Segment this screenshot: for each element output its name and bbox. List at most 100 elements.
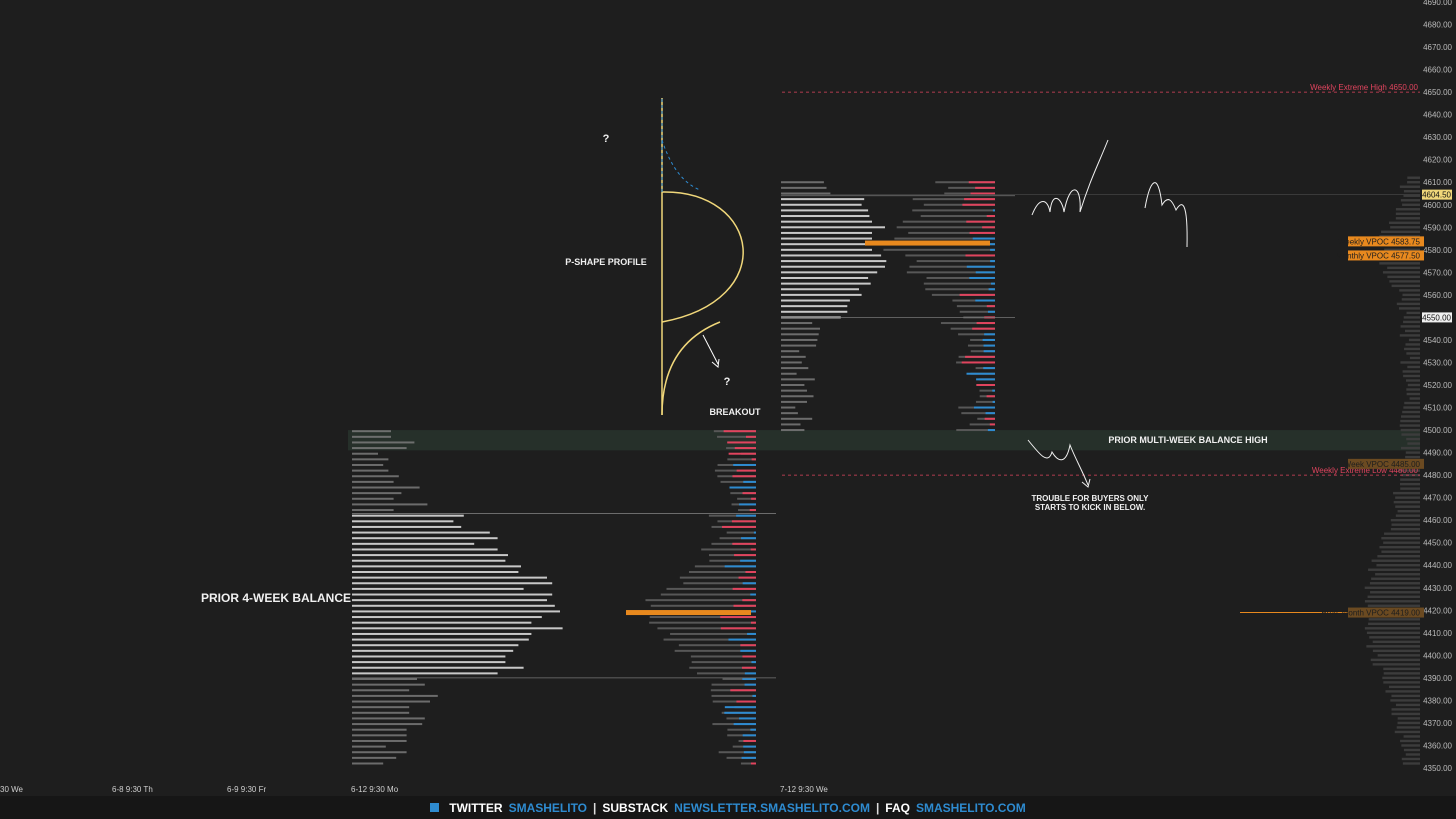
composite-volume-bar <box>1368 618 1420 621</box>
composite-volume-bar <box>1372 663 1420 666</box>
composite-volume-bar <box>1375 573 1420 576</box>
tpo-letter-row <box>352 689 410 692</box>
composite-volume-bar <box>1366 631 1420 635</box>
tpo-letter-row <box>352 486 420 489</box>
y-tick-label: 4350.00 <box>1423 764 1452 773</box>
tpo-letter-row <box>352 593 553 596</box>
y-tick-label: 4660.00 <box>1423 66 1452 75</box>
profile-buy-bar <box>741 756 756 759</box>
profile-volume-bar <box>912 198 995 201</box>
profile-volume-bar <box>909 265 995 268</box>
tpo-letter-row <box>352 739 407 742</box>
tpo-letter-row <box>352 616 542 619</box>
composite-volume-bar <box>1391 284 1420 288</box>
composite-volume-bar <box>1391 712 1420 716</box>
profile-buy-bar <box>743 751 756 754</box>
composite-volume-bar <box>1364 627 1420 630</box>
composite-volume-bar <box>1387 266 1420 270</box>
tpo-letter-row <box>352 475 399 478</box>
faq-link[interactable]: SMASHELITO.COM <box>915 800 1026 815</box>
tpo-letter-row <box>352 728 407 731</box>
composite-volume-bar <box>1384 248 1420 252</box>
level-label: Weekly Extreme Low 4480.00 <box>1312 466 1419 475</box>
tpo-letter-row <box>352 621 532 624</box>
tpo-letter-row <box>781 231 872 234</box>
y-tick-label: 4610.00 <box>1423 178 1452 187</box>
profile-buy-bar <box>740 559 756 562</box>
tpo-letter-row <box>352 531 490 534</box>
composite-volume-bar <box>1383 681 1420 684</box>
tpo-letter-row <box>352 537 498 540</box>
profile-buy-bar <box>740 649 756 652</box>
profile-volume-bar <box>722 678 756 681</box>
profile-buy-bar <box>743 480 756 483</box>
profile-sell-bar <box>962 203 995 206</box>
tpo-letter-row <box>781 338 818 341</box>
composite-volume-bar <box>1405 455 1420 459</box>
tpo-letter-row <box>352 762 384 765</box>
profile-sell-bar <box>733 604 756 607</box>
composite-volume-bar <box>1404 401 1420 405</box>
y-tick-label: 4560.00 <box>1423 291 1452 300</box>
composite-volume-bar <box>1396 726 1420 729</box>
twitter-icon <box>430 803 440 812</box>
profile-volume-bar <box>727 458 756 461</box>
composite-volume-bar <box>1391 708 1420 711</box>
composite-volume-bar <box>1400 199 1420 202</box>
composite-volume-bar <box>1395 212 1420 215</box>
p-shape-dashed-curve <box>661 139 701 191</box>
profile-buy-bar <box>984 333 995 336</box>
profile-sell-bar <box>966 220 995 223</box>
composite-volume-bar <box>1406 437 1420 441</box>
composite-volume-bar <box>1400 325 1420 328</box>
profile-buy-bar <box>983 350 995 353</box>
profile-sell-bar <box>984 417 995 420</box>
profile-buy-bar <box>990 248 995 251</box>
profile-sell-bar <box>968 181 995 184</box>
twitter-handle-link[interactable]: SMASHELITO <box>508 800 588 815</box>
profile-sell-bar <box>732 475 756 478</box>
substack-label: SUBSTACK <box>602 800 669 815</box>
y-tick-label: 4440.00 <box>1423 561 1452 570</box>
composite-volume-bar <box>1379 262 1420 265</box>
tpo-letter-row <box>352 672 498 675</box>
profile-sell-bar <box>728 452 756 455</box>
profile-buy-bar <box>985 412 995 415</box>
profile-volume-bar <box>956 429 995 432</box>
composite-volume-bar <box>1399 424 1420 427</box>
profile-volume-bar <box>711 694 756 697</box>
substack-link[interactable]: NEWSLETTER.SMASHELITO.COM <box>674 800 870 815</box>
scenario-squiggle-test <box>1027 439 1089 486</box>
tpo-letter-row <box>781 299 850 302</box>
y-tick-label: 4650.00 <box>1423 88 1452 97</box>
annotation-question-mark: ? <box>603 133 610 145</box>
tpo-letter-row <box>781 429 805 432</box>
profile-volume-bar <box>923 282 995 285</box>
profile-buy-bar <box>742 734 756 737</box>
profile-sell-bar <box>742 655 756 658</box>
price-tag-label: 4550.00 <box>1422 313 1451 322</box>
profile-sell-bar <box>732 542 756 545</box>
vpoc-tag-label: Monthly VPOC 4577.50 <box>1336 251 1421 260</box>
composite-volume-bar <box>1391 694 1420 698</box>
tpo-letter-row <box>781 406 796 409</box>
balance-zone-band <box>348 430 1420 451</box>
tpo-letter-row <box>352 604 555 607</box>
profile-volume-bar <box>979 389 995 392</box>
footer-separator: | <box>593 800 597 815</box>
profile-sell-bar <box>723 430 756 433</box>
profile-sell-bar <box>970 192 995 195</box>
composite-volume-bar <box>1377 654 1420 657</box>
profile-volume-bar <box>906 271 995 274</box>
composite-volume-bar <box>1399 482 1420 486</box>
composite-volume-bar <box>1383 667 1420 671</box>
composite-volume-bar <box>1382 271 1420 274</box>
profile-volume-bar <box>663 638 756 641</box>
profile-volume-bar <box>674 649 756 652</box>
faq-label: FAQ <box>885 800 910 815</box>
profile-sell-bar <box>727 441 756 444</box>
tpo-letter-row <box>352 497 394 500</box>
tpo-letter-row <box>352 503 428 506</box>
scenario-arrowhead <box>1081 478 1091 488</box>
tpo-letter-row <box>352 447 407 450</box>
